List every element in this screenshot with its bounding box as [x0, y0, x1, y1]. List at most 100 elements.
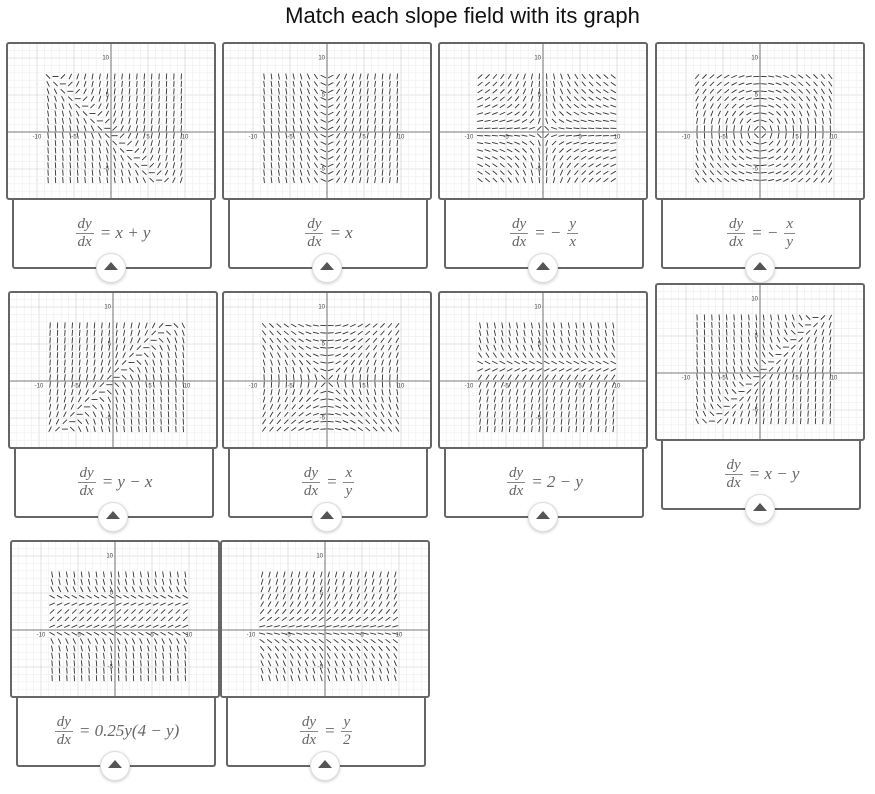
slope-dash	[612, 322, 615, 329]
slope-dash	[379, 578, 382, 585]
slope-dash	[343, 154, 348, 161]
slope-dash	[169, 571, 172, 578]
slope-dash	[335, 360, 341, 365]
slope-dash	[62, 140, 64, 147]
slope-dash	[158, 103, 160, 110]
slope-dash	[501, 337, 504, 344]
slope-dash	[821, 322, 825, 328]
slope-dash	[396, 177, 399, 184]
slope-dash	[731, 403, 737, 409]
slope-dash	[813, 162, 818, 169]
slope-dash	[575, 411, 578, 418]
slope-dash	[739, 381, 744, 387]
slope-dash	[105, 147, 109, 154]
slope-dash	[479, 418, 481, 425]
slope-dash	[501, 389, 504, 396]
slope-dash	[292, 162, 295, 169]
slope-dash	[262, 418, 267, 425]
slope-dash	[366, 162, 369, 169]
slope-dash	[560, 337, 563, 344]
slope-dash	[283, 330, 289, 336]
card: -10 -5 5 10 10 5 -5 dy dx = x y	[222, 277, 432, 532]
slope-dash	[506, 148, 513, 153]
slope-dash	[285, 374, 288, 381]
slope-dash	[494, 418, 496, 425]
slope-dash	[740, 321, 743, 328]
slope-dash	[90, 95, 95, 102]
slope-dash	[150, 132, 153, 139]
slope-dash	[814, 395, 817, 402]
slope-dash	[175, 381, 177, 388]
expand-button[interactable]	[312, 502, 342, 532]
slope-dash	[154, 645, 157, 652]
slope-dash	[738, 82, 745, 86]
slope-dash	[814, 140, 817, 147]
slope-dash	[312, 427, 319, 431]
slope-dash	[124, 645, 128, 652]
slope-dash	[566, 360, 572, 365]
slope-dash	[603, 360, 609, 365]
slope-dash	[359, 140, 362, 147]
slope-dash	[151, 322, 156, 329]
slope-dash	[508, 403, 511, 410]
expand-button[interactable]	[96, 253, 126, 283]
expand-button[interactable]	[100, 751, 130, 781]
slope-dash	[821, 147, 825, 154]
slope-dash	[91, 162, 94, 169]
slope-dash	[776, 336, 781, 343]
expand-button[interactable]	[312, 253, 342, 283]
slope-dash	[291, 404, 296, 410]
plot-frame: -10 -5 5 10 10 5 -5	[10, 526, 220, 734]
slope-dash	[799, 373, 802, 380]
slope-dash	[56, 366, 59, 373]
slope-dash	[386, 660, 390, 667]
slope-dash	[160, 609, 166, 614]
slope-dash	[92, 411, 97, 418]
slope-dash	[327, 667, 331, 674]
expand-button[interactable]	[528, 502, 558, 532]
slope-dash	[776, 140, 781, 146]
slope-dash	[335, 367, 341, 373]
expand-button[interactable]	[310, 751, 340, 781]
slope-dash	[277, 95, 280, 102]
slope-dash	[151, 352, 156, 358]
slope-dash	[343, 177, 348, 184]
slope-dash	[508, 329, 511, 336]
slope-dash	[88, 652, 90, 659]
slope-dash	[305, 324, 312, 327]
slope-dash	[580, 111, 587, 116]
expand-button[interactable]	[98, 502, 128, 532]
slope-dash	[290, 578, 294, 585]
slope-dash	[91, 132, 94, 139]
expand-button[interactable]	[745, 494, 775, 524]
y-tick-label: -5	[106, 416, 112, 422]
slope-dash	[603, 89, 609, 94]
slope-dash	[82, 111, 88, 116]
slope-dash	[746, 389, 752, 394]
slope-dash	[86, 359, 89, 366]
slope-dash	[597, 418, 600, 425]
slope-dash	[610, 170, 617, 175]
expand-button[interactable]	[745, 253, 775, 283]
slope-dash	[588, 141, 595, 145]
slope-dash	[602, 156, 609, 160]
slope-dash	[396, 95, 399, 102]
slope-dash	[320, 571, 323, 578]
slope-dash	[87, 586, 91, 593]
slope-dash	[516, 322, 519, 329]
slope-dash	[300, 374, 302, 381]
slope-dash	[484, 149, 491, 152]
slope-dash	[101, 594, 107, 599]
slope-dash	[753, 133, 759, 139]
slope-dash	[320, 413, 327, 416]
slope-dash	[319, 586, 323, 593]
slope-dash	[395, 411, 399, 418]
slope-dash	[388, 396, 392, 403]
slope-dash	[75, 103, 81, 109]
slope-dash	[285, 117, 288, 124]
slope-dash	[761, 133, 767, 139]
expand-button[interactable]	[528, 253, 558, 283]
slope-dash	[565, 119, 572, 123]
slope-dash	[173, 110, 175, 117]
slope-dash	[393, 601, 398, 607]
